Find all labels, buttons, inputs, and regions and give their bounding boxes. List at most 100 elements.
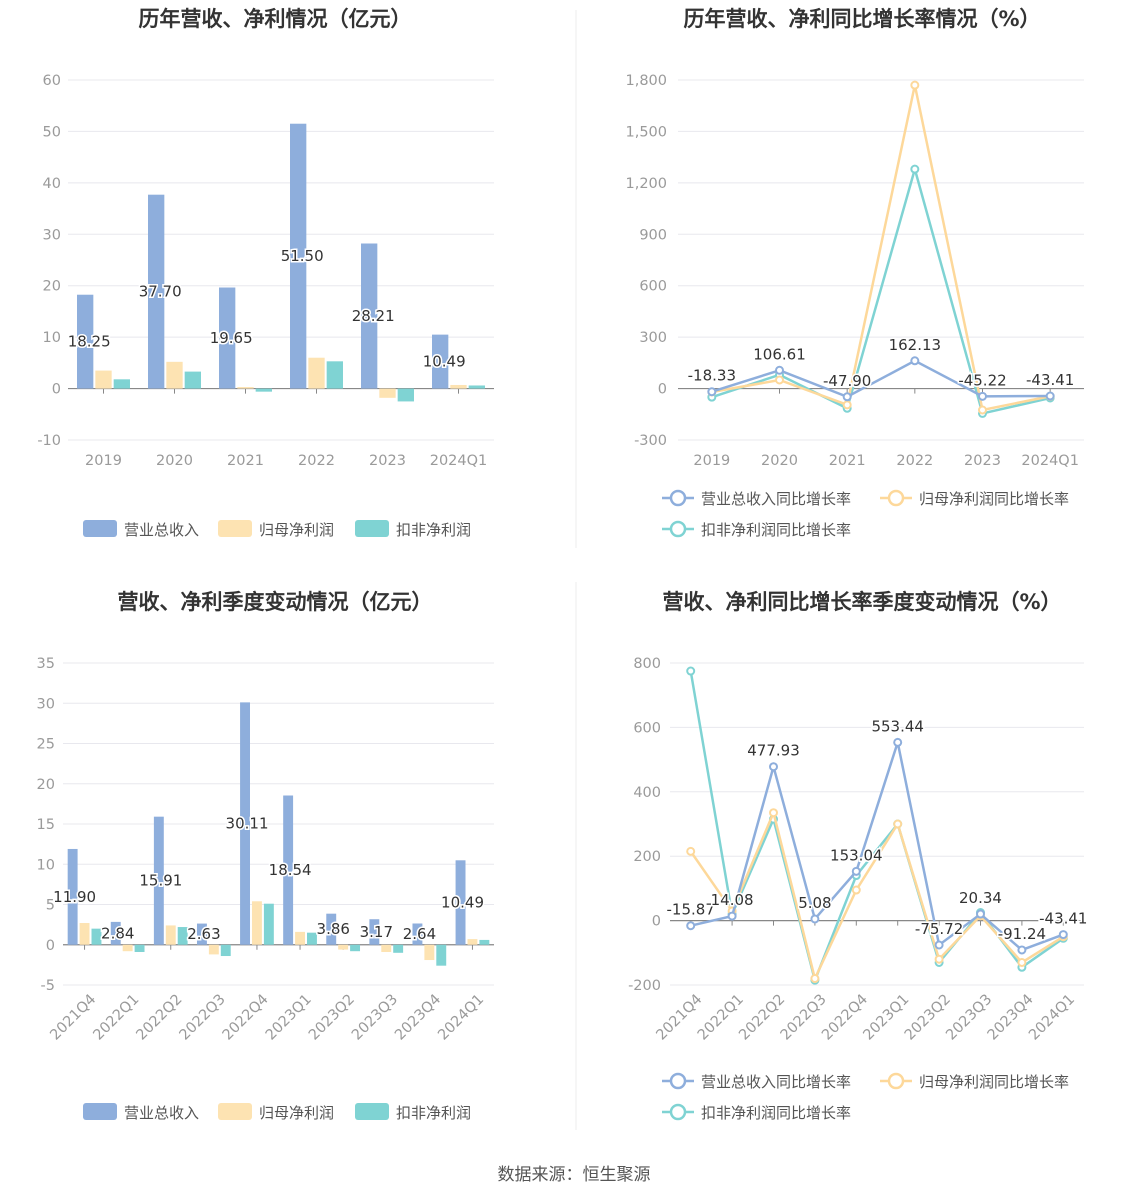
annual-amount-chart: 历年营收、净利情况（亿元） 60 50 40 30 20 10 0 -10 2019 2020 202… — [37, 7, 494, 539]
x-tick-label: 2020 — [761, 453, 798, 469]
line-point — [978, 391, 987, 401]
bar-parent-net-profit — [379, 388, 396, 398]
y-tick-label: 10 — [37, 857, 55, 873]
bar-revenue — [412, 923, 423, 945]
bar-parent-net-profit — [450, 384, 467, 389]
y-tick-label: 60 — [43, 73, 61, 89]
legend-label: 扣非净利润 — [396, 1104, 471, 1122]
legend-item[interactable]: 营业总收入 — [83, 1103, 199, 1122]
line-point — [842, 400, 852, 410]
bar-revenue — [361, 243, 378, 389]
quarterly-growth-chart: 营收、净利同比增长率季度变动情况（%）8006004002000-2002021… — [628, 590, 1089, 1122]
bar-parent-net-profit — [166, 361, 183, 389]
annual-amount-title: 历年营收、净利情况（亿元） — [139, 7, 412, 31]
x-tick-label: 2021 — [227, 453, 264, 469]
quarterly-growth-title: 营收、净利同比增长率季度变动情况（%） — [662, 590, 1061, 614]
legend-label: 归母净利润 — [259, 521, 334, 539]
bar-parent-net-profit — [295, 931, 306, 945]
legend-item[interactable]: 营业总收入 — [83, 520, 199, 539]
line-point — [893, 737, 903, 747]
x-tick-label: 2019 — [693, 453, 730, 469]
bar-parent-net-profit — [308, 357, 325, 389]
x-tick-label: 2024Q1 — [430, 453, 488, 469]
bar-deducted-net-profit — [307, 932, 317, 945]
data-label: 153.04 — [830, 846, 883, 864]
bar-parent-net-profit — [95, 370, 112, 389]
y-tick-label: 1,200 — [625, 176, 667, 192]
line-point — [775, 375, 784, 385]
x-tick-label: 2023Q2 — [306, 992, 358, 1044]
legend-item[interactable]: 扣非净利润同比增长率 — [662, 1103, 851, 1122]
data-source-note: 数据来源：恒生聚源 — [497, 1165, 651, 1185]
legend-item[interactable]: 归母净利润 — [218, 1103, 334, 1122]
legend-item[interactable]: 归母净利润同比增长率 — [880, 489, 1069, 508]
y-tick-label: 400 — [633, 785, 661, 801]
legend-swatch — [83, 1103, 117, 1120]
bar-deducted-net-profit — [184, 371, 201, 389]
bar-revenue — [67, 848, 78, 945]
line-point — [707, 387, 717, 397]
legend-item[interactable]: 扣非净利润同比增长率 — [662, 520, 851, 539]
y-tick-label: 25 — [37, 737, 55, 753]
legend-marker — [669, 520, 687, 538]
legend-item[interactable]: 归母净利润同比增长率 — [880, 1072, 1069, 1091]
data-label: 3.17 — [360, 923, 393, 941]
data-label: 2.84 — [101, 924, 134, 942]
y-tick-label: 40 — [43, 176, 61, 192]
data-label: 162.13 — [889, 336, 942, 354]
legend-item[interactable]: 归母净利润 — [218, 520, 334, 539]
data-label: 3.86 — [317, 920, 350, 938]
bar-revenue — [369, 919, 380, 945]
y-tick-label: 0 — [658, 382, 667, 398]
y-tick-label: 0 — [52, 382, 61, 398]
bar-deducted-net-profit — [220, 944, 231, 957]
data-label: -45.22 — [958, 371, 1006, 389]
x-tick-label: 2023Q4 — [392, 992, 444, 1044]
legend-label: 归母净利润同比增长率 — [919, 1073, 1069, 1091]
legend-marker — [887, 1072, 905, 1090]
legend-item[interactable]: 营业总收入同比增长率 — [662, 489, 851, 508]
x-tick-label: 2024Q1 — [1026, 992, 1078, 1044]
x-tick-label: 2022Q4 — [220, 992, 272, 1044]
annual-growth-chart: 历年营收、净利同比增长率情况（%） 1,800 1,500 1,200 900 600 30… — [625, 7, 1084, 539]
y-tick-label: 600 — [639, 279, 667, 295]
line-point — [910, 164, 920, 174]
x-tick-label: 2020 — [156, 453, 193, 469]
data-label: 477.93 — [747, 742, 800, 760]
x-tick-label: 2022Q3 — [177, 992, 229, 1044]
x-tick-label: 2023Q3 — [349, 992, 401, 1044]
legend-marker — [669, 489, 687, 507]
line-point — [851, 885, 861, 895]
bar-parent-net-profit — [251, 901, 262, 945]
line-point — [851, 866, 861, 876]
bar-deducted-net-profit — [393, 944, 404, 953]
y-tick-label: 35 — [37, 656, 55, 672]
data-label: 14.08 — [711, 891, 754, 909]
line-point — [1017, 957, 1027, 967]
data-label: -47.90 — [823, 372, 871, 390]
line-point — [775, 365, 784, 375]
legend-item[interactable]: 营业总收入同比增长率 — [662, 1072, 851, 1091]
line-point — [810, 974, 820, 984]
data-label: 18.25 — [68, 333, 111, 351]
bar-deducted-net-profit — [263, 903, 274, 945]
y-tick-label: 30 — [43, 227, 61, 243]
bar-revenue — [77, 294, 94, 389]
y-tick-label: 15 — [37, 817, 55, 833]
line-point — [1058, 930, 1068, 940]
bar-deducted-net-profit — [177, 927, 188, 945]
legend-item[interactable]: 扣非净利润 — [355, 520, 471, 539]
legend-label: 营业总收入 — [124, 521, 199, 539]
legend-label: 营业总收入同比增长率 — [701, 1073, 851, 1091]
x-tick-label: 2019 — [85, 453, 122, 469]
data-label: -91.24 — [998, 925, 1046, 943]
data-label: 18.54 — [269, 861, 312, 879]
legend-label: 扣非净利润同比增长率 — [701, 521, 851, 539]
x-tick-label: 2024Q1 — [1021, 453, 1079, 469]
bar-parent-net-profit — [381, 944, 392, 952]
bar-parent-net-profit — [79, 923, 90, 945]
data-label: 553.44 — [871, 717, 924, 735]
legend-item[interactable]: 扣非净利润 — [355, 1103, 471, 1122]
